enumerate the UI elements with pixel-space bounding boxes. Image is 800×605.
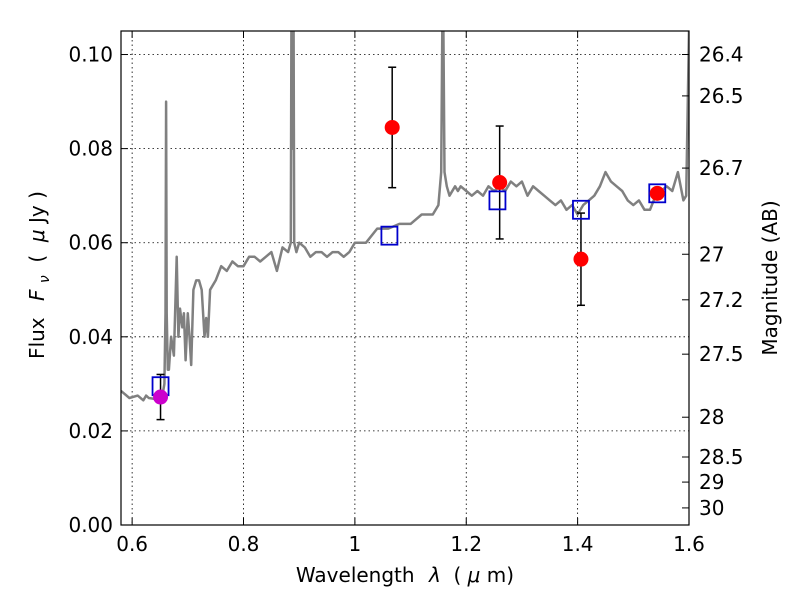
y2-tick-label: 27.2: [699, 288, 744, 312]
y2-tick-label: 28.5: [699, 445, 744, 469]
y-tick-label: 0.00: [68, 513, 113, 537]
axis-ticks: 0.6 0.8 1 1.2 1.4 1.6 0.00 0.02 0.04 0.06 0.08 0.10…: [68, 31, 744, 556]
y-tick-label: 0.04: [68, 325, 113, 349]
x-tick-label: 1.2: [450, 532, 482, 556]
y2-axis-label: Magnitude (AB): [758, 200, 782, 355]
y-axis-label: Flux F ν ( μ Jy ): [25, 191, 54, 359]
observed-photometry-point: [573, 251, 589, 267]
observed-photometry-point: [384, 119, 400, 135]
y2-tick-label: 29: [699, 470, 724, 494]
model-photometry-square: [488, 190, 507, 211]
y2-tick-label: 27: [699, 242, 724, 266]
model-photometry-square: [380, 225, 399, 246]
y2-tick-label: 30: [699, 496, 724, 520]
x-tick-label: 1.6: [673, 532, 705, 556]
model-photometry-square: [572, 199, 590, 220]
y2-tick-label: 26.7: [699, 156, 744, 180]
error-bar-layer: [156, 66, 585, 421]
y-axis-label-symbol: F: [25, 289, 49, 301]
x-tick-label: 1: [349, 532, 362, 556]
y2-tick-label: 26.4: [699, 42, 744, 66]
observed-photometry-point: [649, 185, 665, 201]
y-tick-label: 0.08: [68, 137, 113, 161]
plot-frame: [120, 30, 690, 526]
x-axis-label-symbol: λ: [428, 563, 441, 587]
observed-photometry-layer: [153, 119, 665, 405]
grid-lines: [121, 31, 690, 526]
y-tick-label: 0.10: [68, 43, 113, 67]
model-photometry-layer: [151, 183, 667, 397]
observed-photometry-point: [153, 389, 169, 405]
spectrum-layer: [121, 31, 689, 402]
x-axis-label: Wavelength λ ( μ m): [296, 563, 514, 587]
y-tick-label: 0.02: [68, 419, 113, 443]
observed-photometry-point: [492, 174, 508, 190]
x-tick-label: 1.4: [562, 532, 594, 556]
y2-tick-label: 27.5: [699, 342, 744, 366]
x-axis-label-text: Wavelength: [296, 563, 415, 587]
model-photometry-square: [648, 183, 667, 204]
spectrum-line: [121, 31, 689, 402]
x-tick-label: 0.6: [116, 532, 148, 556]
y-axis-label-text: Flux: [25, 317, 49, 359]
y2-tick-label: 26.5: [699, 84, 744, 108]
y2-tick-label: 28: [699, 405, 724, 429]
y-tick-label: 0.06: [68, 231, 113, 255]
x-tick-label: 0.8: [228, 532, 260, 556]
